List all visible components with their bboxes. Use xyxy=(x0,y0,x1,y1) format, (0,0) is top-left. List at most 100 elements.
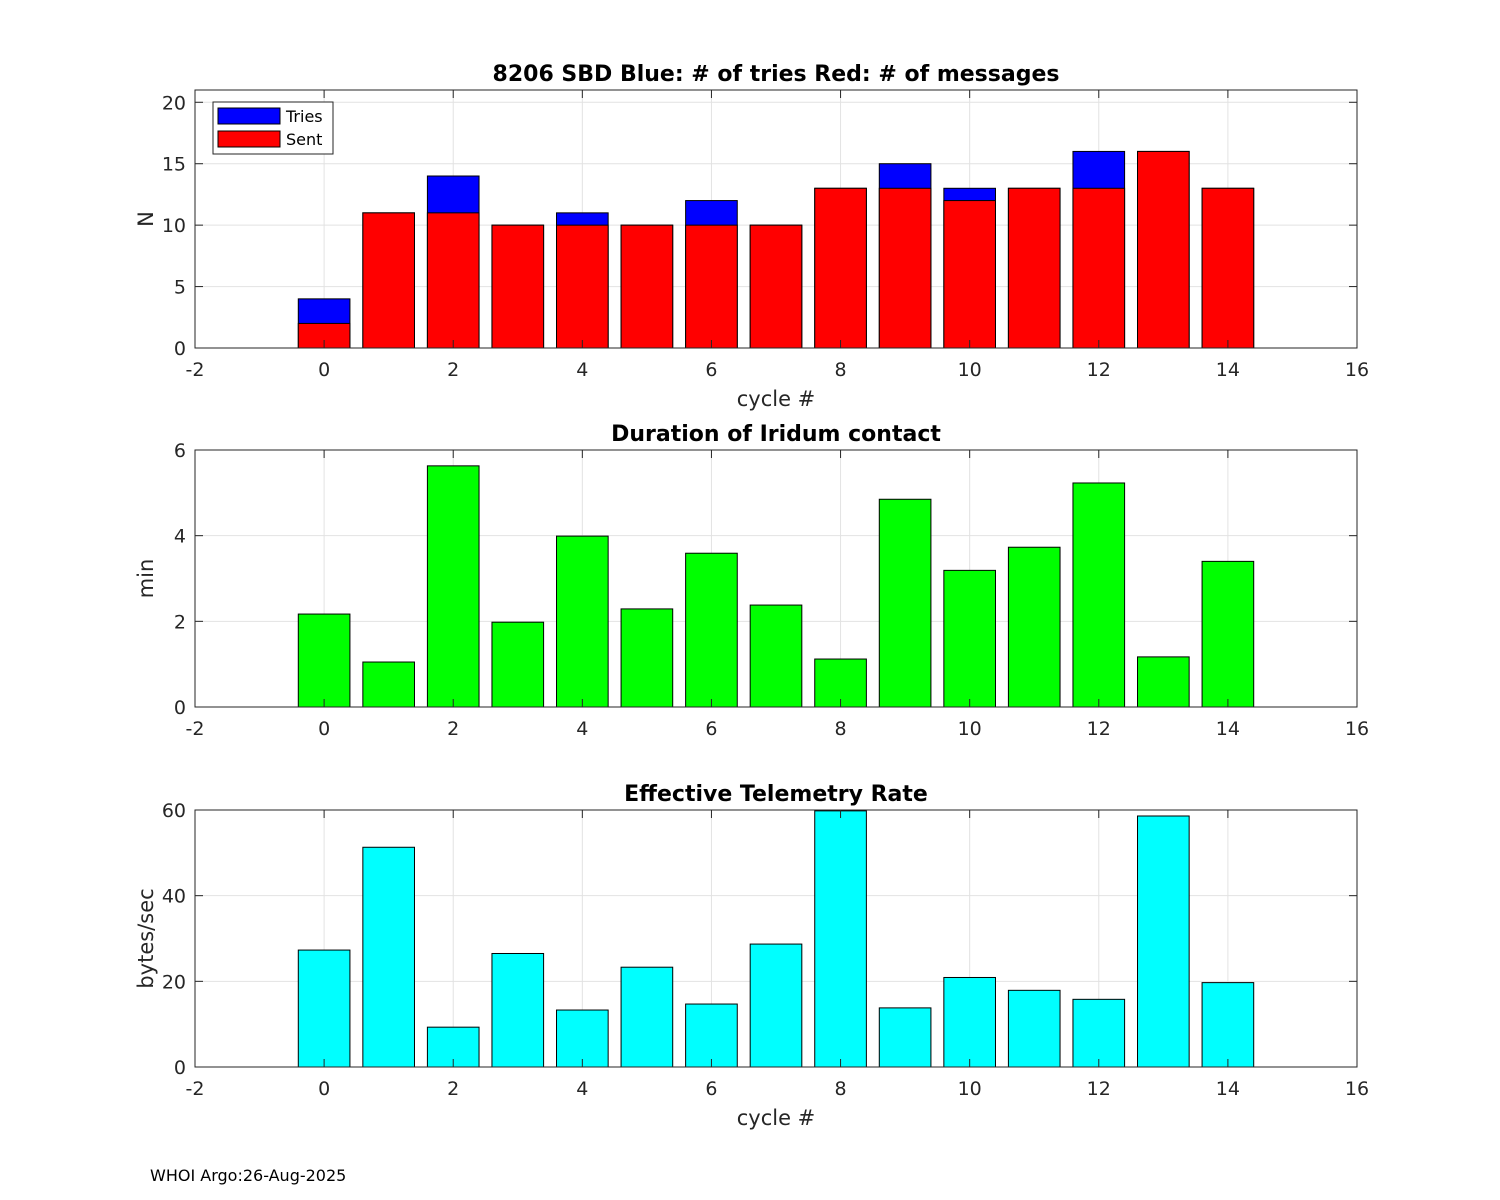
y-tick-label: 15 xyxy=(162,154,186,176)
x-tick-label: 2 xyxy=(447,1078,459,1100)
bar-duration-cycle-4 xyxy=(556,535,609,708)
bar-rate-cycle-0 xyxy=(297,949,351,1068)
y-axis-label: min xyxy=(134,559,158,599)
x-tick-label: 0 xyxy=(318,359,330,381)
x-tick-label: 6 xyxy=(705,1078,717,1100)
bar-rate-cycle-5 xyxy=(620,966,674,1068)
bar-rate-cycle-12 xyxy=(1072,998,1126,1068)
bar-sent-cycle-1 xyxy=(362,212,415,349)
footer-stamp: WHOI Argo:26-Aug-2025 xyxy=(150,1166,347,1185)
bar-rate-cycle-14 xyxy=(1201,982,1255,1068)
y-tick-label: 10 xyxy=(162,215,186,237)
x-axis-label: cycle # xyxy=(737,1106,816,1130)
x-tick-label: 6 xyxy=(705,718,717,740)
bar-sent-cycle-2 xyxy=(426,212,480,349)
x-tick-label: 10 xyxy=(958,359,982,381)
legend-swatch-tries xyxy=(217,107,281,125)
x-tick-label: 2 xyxy=(447,718,459,740)
y-tick-label: 20 xyxy=(162,92,186,114)
bar-rate-cycle-8 xyxy=(814,810,867,1068)
bar-duration-cycle-0 xyxy=(297,613,351,708)
chart-title: Effective Telemetry Rate xyxy=(624,782,928,807)
y-tick-label: 0 xyxy=(174,338,186,360)
bar-sent-cycle-6 xyxy=(685,224,738,349)
axes-box xyxy=(194,809,1358,1068)
y-tick-label: 6 xyxy=(174,440,186,462)
y-axis-label: bytes/sec xyxy=(134,888,158,988)
bar-duration-cycle-2 xyxy=(426,465,480,708)
bar-duration-cycle-1 xyxy=(362,661,415,708)
y-tick-label: 4 xyxy=(174,526,186,548)
bar-duration-cycle-13 xyxy=(1137,656,1190,708)
axes-box xyxy=(194,449,1358,708)
x-tick-label: 16 xyxy=(1345,359,1369,381)
chart-title: 8206 SBD Blue: # of tries Red: # of mess… xyxy=(493,62,1060,87)
x-tick-label: 4 xyxy=(576,359,588,381)
legend-swatch-sent xyxy=(217,130,281,148)
bar-sent-cycle-10 xyxy=(943,200,996,349)
bar-sent-cycle-14 xyxy=(1201,187,1255,349)
x-tick-label: 14 xyxy=(1216,359,1240,381)
x-tick-label: 10 xyxy=(958,1078,982,1100)
bar-duration-cycle-6 xyxy=(685,552,738,708)
x-tick-label: 10 xyxy=(958,718,982,740)
bar-sent-cycle-9 xyxy=(878,187,932,349)
bar-sent-cycle-3 xyxy=(491,224,545,349)
legend-label-sent: Sent xyxy=(286,130,322,149)
x-tick-label: 16 xyxy=(1345,718,1369,740)
x-tick-label: 8 xyxy=(835,1078,847,1100)
x-tick-label: 6 xyxy=(705,359,717,381)
x-tick-label: 4 xyxy=(576,1078,588,1100)
x-tick-label: 0 xyxy=(318,718,330,740)
bar-sent-cycle-11 xyxy=(1007,187,1061,349)
bar-duration-cycle-3 xyxy=(491,621,545,708)
bar-rate-cycle-7 xyxy=(749,943,803,1068)
x-tick-label: 14 xyxy=(1216,1078,1240,1100)
y-tick-label: 60 xyxy=(162,800,186,822)
bar-rate-cycle-3 xyxy=(491,952,545,1068)
bar-sent-cycle-4 xyxy=(556,224,609,349)
bar-rate-cycle-11 xyxy=(1007,989,1061,1068)
bar-duration-cycle-12 xyxy=(1072,482,1126,708)
bar-sent-cycle-5 xyxy=(620,224,674,349)
x-tick-label: 8 xyxy=(835,359,847,381)
x-tick-label: -2 xyxy=(186,718,205,740)
x-tick-label: 12 xyxy=(1087,359,1111,381)
bar-duration-cycle-9 xyxy=(878,498,932,708)
bar-rate-cycle-1 xyxy=(362,846,415,1068)
x-tick-label: 12 xyxy=(1087,718,1111,740)
x-tick-label: 4 xyxy=(576,718,588,740)
y-axis-label: N xyxy=(134,211,158,227)
bar-sent-cycle-13 xyxy=(1137,150,1190,349)
bar-rate-cycle-10 xyxy=(943,976,996,1068)
bar-rate-cycle-13 xyxy=(1137,815,1190,1068)
y-tick-label: 5 xyxy=(174,277,186,299)
bar-duration-cycle-14 xyxy=(1201,560,1255,708)
y-tick-label: 40 xyxy=(162,886,186,908)
y-tick-label: 20 xyxy=(162,971,186,993)
y-tick-label: 0 xyxy=(174,1057,186,1079)
bar-duration-cycle-10 xyxy=(943,569,996,708)
bar-duration-cycle-5 xyxy=(620,608,674,708)
bar-duration-cycle-7 xyxy=(749,604,803,708)
y-tick-label: 2 xyxy=(174,611,186,633)
x-tick-label: -2 xyxy=(186,359,205,381)
x-tick-label: -2 xyxy=(186,1078,205,1100)
bar-sent-cycle-7 xyxy=(749,224,803,349)
y-tick-label: 0 xyxy=(174,697,186,719)
x-tick-label: 14 xyxy=(1216,718,1240,740)
axes-box xyxy=(194,89,1358,349)
x-tick-label: 2 xyxy=(447,359,459,381)
bar-rate-cycle-4 xyxy=(556,1009,609,1068)
x-tick-label: 12 xyxy=(1087,1078,1111,1100)
bar-rate-cycle-9 xyxy=(878,1007,932,1068)
bar-duration-cycle-11 xyxy=(1007,546,1061,708)
bar-rate-cycle-6 xyxy=(685,1003,738,1068)
bar-sent-cycle-8 xyxy=(814,187,867,349)
x-tick-label: 8 xyxy=(835,718,847,740)
chart-title: Duration of Iridum contact xyxy=(611,422,941,447)
x-axis-label: cycle # xyxy=(737,387,816,411)
